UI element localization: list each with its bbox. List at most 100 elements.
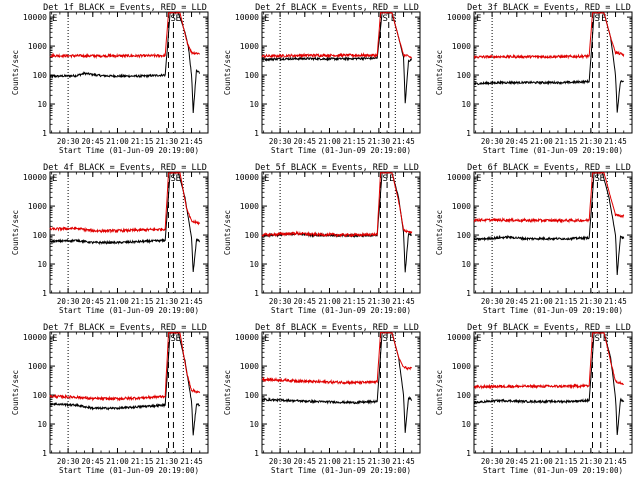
y-tick-label: 10000	[447, 173, 471, 182]
x-tick-label: 21:30	[156, 297, 179, 306]
events-series-line	[473, 332, 625, 436]
y-tick-label: 1000	[452, 362, 471, 371]
end-marker-label: E	[175, 334, 180, 344]
events-series-line	[49, 331, 201, 436]
y-tick-label: 1	[254, 129, 259, 138]
y-tick-label: 10	[249, 260, 259, 269]
x-tick-label: 20:45	[506, 297, 529, 306]
x-tick-label: 21:45	[180, 137, 203, 146]
start-marker-label: S	[595, 334, 600, 344]
x-tick-label: 20:45	[294, 137, 317, 146]
x-tick-label: 20:45	[506, 457, 529, 466]
y-axis-label: Counts/sec	[11, 50, 20, 95]
end-marker-label: E	[601, 14, 606, 24]
flag-marker-label: E	[264, 14, 269, 24]
start-marker-label: S	[595, 14, 600, 24]
events-series-line	[261, 331, 413, 433]
y-tick-label: 1000	[28, 42, 47, 51]
y-tick-label: 1	[466, 129, 471, 138]
x-tick-label: 20:30	[481, 457, 504, 466]
y-tick-label: 100	[33, 71, 48, 80]
plot-frame	[473, 331, 633, 454]
x-tick-label: 21:45	[180, 457, 203, 466]
plot-frame	[261, 11, 421, 134]
x-tick-label: 21:30	[580, 137, 603, 146]
chart-panel-9: Det 9f BLACK = Events, RED = LLD 1 10 100 10…	[435, 323, 633, 475]
events-series-line	[49, 171, 200, 273]
end-marker-label: E	[389, 334, 394, 344]
x-tick-label: 20:45	[294, 457, 317, 466]
flag-marker-label: E	[264, 334, 269, 344]
chart-title: Det 5f BLACK = Events, RED = LLD	[255, 163, 419, 173]
y-tick-label: 100	[245, 391, 260, 400]
x-tick-label: 21:15	[131, 297, 154, 306]
x-tick-label: 21:15	[555, 457, 578, 466]
y-tick-label: 10000	[235, 333, 259, 342]
y-tick-label: 10000	[447, 13, 471, 22]
x-tick-label: 20:30	[481, 137, 504, 146]
flag-marker-label: E	[52, 334, 57, 344]
chart-panel-5: Det 5f BLACK = Events, RED = LLD 1 10 100 10…	[223, 163, 421, 315]
x-tick-label: 21:30	[156, 137, 179, 146]
x-tick-label: 21:00	[318, 137, 341, 146]
flag-marker-label: E	[476, 174, 481, 184]
x-tick-label: 20:30	[57, 297, 80, 306]
y-tick-label: 10	[249, 420, 259, 429]
lld-series-line	[473, 331, 624, 390]
lld-series-line	[473, 171, 625, 224]
y-axis-label: Counts/sec	[223, 50, 232, 95]
x-tick-label: 21:30	[580, 457, 603, 466]
flag-marker-label: E	[264, 174, 269, 184]
x-axis-label: Start Time (01-Jun-09 20:19:00)	[483, 306, 623, 315]
plot-frame	[473, 11, 633, 134]
y-tick-label: 100	[457, 391, 472, 400]
x-tick-label: 21:00	[318, 297, 341, 306]
y-tick-label: 1000	[240, 362, 259, 371]
x-tick-label: 21:15	[343, 457, 366, 466]
start-marker-label: S	[171, 334, 176, 344]
x-tick-label: 20:45	[82, 137, 105, 146]
x-tick-label: 20:30	[269, 137, 292, 146]
x-tick-label: 21:15	[343, 137, 366, 146]
flag-marker-label: E	[476, 334, 481, 344]
chart-panel-6: Det 6f BLACK = Events, RED = LLD 1 10 100 10…	[435, 163, 633, 315]
x-axis-label: Start Time (01-Jun-09 20:19:00)	[483, 466, 623, 475]
y-tick-label: 1	[466, 289, 471, 298]
plot-frame	[473, 171, 633, 294]
lld-series-line	[261, 171, 413, 238]
y-axis-label: Counts/sec	[223, 370, 232, 415]
y-axis-label: Counts/sec	[11, 210, 20, 255]
x-tick-label: 20:30	[57, 457, 80, 466]
x-tick-label: 20:30	[269, 297, 292, 306]
end-marker-label: E	[599, 174, 604, 184]
x-axis-label: Start Time (01-Jun-09 20:19:00)	[271, 146, 411, 155]
chart-panel-2: Det 2f BLACK = Events, RED = LLD 1 10 100 10…	[223, 3, 421, 155]
start-marker-label: S	[171, 174, 176, 184]
chart-panel-3: Det 3f BLACK = Events, RED = LLD 1 10 100 10…	[435, 3, 633, 155]
x-tick-label: 21:45	[392, 297, 415, 306]
x-axis-label: Start Time (01-Jun-09 20:19:00)	[271, 306, 411, 315]
y-tick-label: 1000	[28, 202, 47, 211]
y-tick-label: 10	[249, 100, 259, 109]
chart-title: Det 1f BLACK = Events, RED = LLD	[43, 3, 207, 13]
x-tick-label: 21:15	[131, 137, 154, 146]
y-tick-label: 10000	[235, 13, 259, 22]
x-axis-label: Start Time (01-Jun-09 20:19:00)	[483, 146, 623, 155]
plot-frame	[261, 331, 421, 454]
events-series-line	[261, 12, 413, 104]
y-tick-label: 1	[254, 449, 259, 458]
lld-series-line	[49, 11, 201, 60]
x-tick-label: 21:15	[343, 297, 366, 306]
chart-title: Det 7f BLACK = Events, RED = LLD	[43, 323, 207, 333]
x-tick-label: 21:30	[368, 137, 391, 146]
y-tick-label: 100	[33, 391, 48, 400]
start-marker-label: S	[595, 174, 600, 184]
y-tick-label: 1	[42, 449, 47, 458]
x-tick-label: 21:15	[131, 457, 154, 466]
y-tick-label: 1000	[452, 202, 471, 211]
x-tick-label: 21:30	[368, 297, 391, 306]
y-tick-label: 100	[245, 71, 260, 80]
y-axis-label: Counts/sec	[223, 210, 232, 255]
y-tick-label: 100	[245, 231, 260, 240]
x-tick-label: 21:00	[106, 297, 129, 306]
